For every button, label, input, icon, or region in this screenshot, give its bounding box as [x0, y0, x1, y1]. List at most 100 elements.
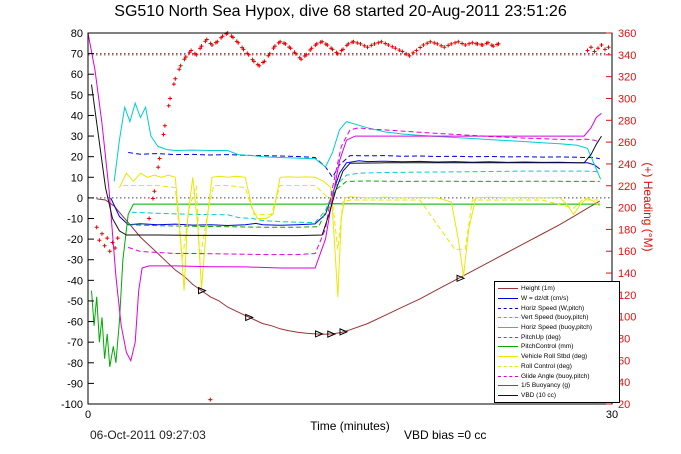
x-tick-label: 0	[85, 409, 91, 421]
legend: Height (1m) W = dz/dt (cm/s) Horiz Speed (…	[494, 281, 620, 404]
right-tick-label: 300	[618, 93, 636, 105]
legend-line-sample	[498, 356, 518, 358]
left-tick-label: -10	[67, 214, 83, 226]
x-axis-label: Time (minutes)	[310, 419, 390, 433]
legend-item: VBD (10 cc)	[498, 391, 616, 401]
scatter-heading-track	[147, 31, 501, 221]
right-tick-label: 180	[618, 224, 636, 236]
legend-item: Height (1m)	[498, 284, 616, 294]
left-tick-label: 10	[71, 172, 83, 184]
legend-line-sample	[498, 327, 518, 329]
legend-item: 1/5 Buoyancy (g)	[498, 381, 616, 391]
legend-item: Glide Angle (buoy,pitch)	[498, 371, 616, 381]
scatter-heading-surface-end	[585, 43, 611, 54]
legend-label: 1/5 Buoyancy (g)	[521, 382, 571, 390]
series-vbd	[91, 84, 602, 237]
left-tick-label: 0	[77, 193, 83, 205]
flight-marker	[198, 286, 207, 295]
left-tick-label: 20	[71, 152, 83, 164]
legend-label: W = dz/dt (cm/s)	[521, 295, 569, 303]
legend-item: Vehicle Roll Stbd (deg)	[498, 352, 616, 362]
legend-item: Horiz Speed (buoy,pitch)	[498, 323, 616, 333]
right-tick-label: 260	[618, 137, 636, 149]
right-tick-label: 20	[618, 399, 630, 411]
left-tick-label: -60	[67, 317, 83, 329]
right-tick-label: 100	[618, 312, 636, 324]
left-tick-label: -40	[67, 275, 83, 287]
left-tick-label: 60	[71, 69, 83, 81]
series-pitch-control	[91, 203, 600, 367]
legend-line-sample	[498, 336, 518, 338]
legend-label: VBD (10 cc)	[521, 391, 557, 399]
flight-marker	[456, 274, 466, 283]
legend-label: Vert Speed (buoy,pitch)	[521, 314, 589, 322]
legend-label: Vehicle Roll Stbd (deg)	[521, 353, 588, 361]
legend-label: Glide Angle (buoy,pitch)	[521, 372, 590, 380]
flight-marker	[245, 313, 254, 322]
legend-line-sample	[498, 288, 518, 290]
left-tick-label: 30	[71, 131, 83, 143]
right-tick-label: 120	[618, 290, 636, 302]
left-tick-label: -30	[67, 255, 83, 267]
right-tick-label: 360	[618, 28, 636, 40]
series-vert-speed-buoy	[131, 170, 600, 224]
legend-label: Height (1m)	[521, 285, 555, 293]
series-roll-stbd	[118, 172, 601, 297]
left-tick-label: -100	[61, 399, 83, 411]
right-tick-label: 200	[618, 203, 636, 215]
right-tick-label: 140	[618, 268, 636, 280]
flight-marker	[315, 330, 324, 338]
left-tick-label: 40	[71, 110, 83, 122]
right-axis-label: (+) Heading (°M)	[641, 162, 655, 252]
legend-label: PitchUp (deg)	[521, 333, 561, 341]
series-height	[96, 198, 601, 335]
right-tick-label: 240	[618, 159, 636, 171]
left-tick-label: 80	[71, 28, 83, 40]
left-tick-label: -90	[67, 378, 83, 390]
series-horiz-speed-w-pitch	[128, 152, 600, 179]
legend-line-sample	[498, 317, 518, 319]
legend-item: W = dz/dt (cm/s)	[498, 294, 616, 304]
legend-line-sample	[498, 375, 518, 377]
legend-line-sample	[498, 394, 518, 396]
left-tick-label: -70	[67, 337, 83, 349]
legend-label: Roll Control (deg)	[521, 362, 572, 370]
right-tick-label: 220	[618, 181, 636, 193]
legend-item: PitchControl (mm)	[498, 342, 616, 352]
legend-label: Horiz Speed (W,pitch)	[521, 304, 585, 312]
series-roll-control	[122, 185, 600, 260]
right-tick-label: 280	[618, 115, 636, 127]
right-tick-label: 40	[618, 377, 630, 389]
x-tick-label: 30	[606, 409, 618, 421]
legend-label: Horiz Speed (buoy,pitch)	[521, 324, 593, 332]
right-tick-label: 320	[618, 72, 636, 84]
series-buoyancy	[87, 32, 602, 363]
right-tick-label: 80	[618, 334, 630, 346]
legend-line-sample	[498, 298, 518, 300]
right-tick-label: 340	[618, 50, 636, 62]
series-glide-angle	[128, 127, 600, 256]
scatter-heading-outlier	[208, 397, 213, 402]
flight-marker	[339, 328, 349, 336]
legend-item: Horiz Speed (W,pitch)	[498, 303, 616, 313]
legend-label: PitchControl (mm)	[521, 343, 574, 351]
series-w-dzdt	[110, 160, 601, 227]
right-tick-label: 160	[618, 246, 636, 258]
left-tick-label: -80	[67, 358, 83, 370]
legend-item: PitchUp (deg)	[498, 332, 616, 342]
vbd-bias-note: VBD bias =0 cc	[404, 428, 487, 442]
legend-line-sample	[498, 365, 518, 367]
legend-line-sample	[498, 385, 518, 387]
left-tick-label: 50	[71, 90, 83, 102]
left-tick-label: -50	[67, 296, 83, 308]
series-horiz-speed-buoy	[113, 101, 602, 182]
legend-line-sample	[498, 307, 518, 309]
legend-line-sample	[498, 346, 518, 348]
left-tick-label: -20	[67, 234, 83, 246]
left-tick-label: 70	[71, 49, 83, 61]
plot-title: SG510 North Sea Hypox, dive 68 started 2…	[114, 3, 567, 20]
scatter-heading-surface-start	[94, 225, 120, 254]
plot-datestamp: 06-Oct-2011 09:27:03	[90, 428, 206, 442]
legend-item: Roll Control (deg)	[498, 362, 616, 372]
